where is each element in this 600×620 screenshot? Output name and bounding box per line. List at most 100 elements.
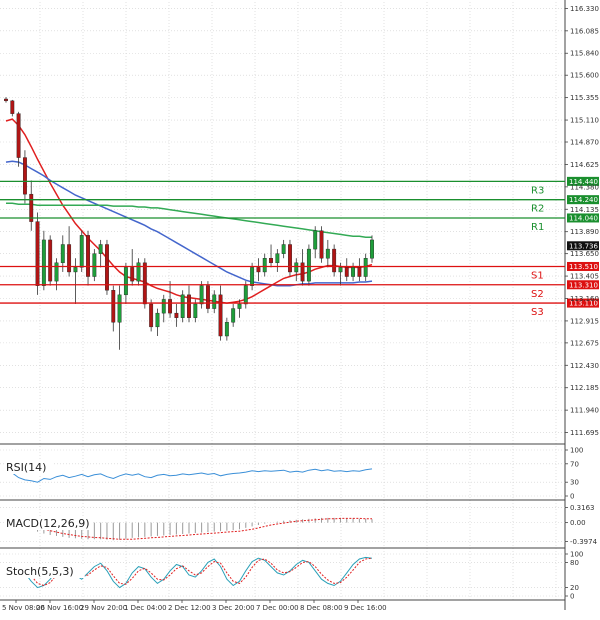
- candle-body-17: [111, 290, 116, 323]
- price-tick-label-10: 113.890: [570, 228, 599, 236]
- indicator-tick-label-2-3: 0: [570, 593, 574, 601]
- candle-body-8: [54, 262, 59, 282]
- candle-body-27: [174, 312, 179, 318]
- candle-body-36: [231, 308, 236, 323]
- time-tick-label-7: 8 Dec 08:00: [300, 604, 343, 612]
- indicator-title-bg-0: [4, 460, 53, 474]
- level-badge-s2: [567, 280, 599, 290]
- price-tick-label-17: 112.185: [570, 384, 599, 392]
- price-tick-label-19: 111.695: [570, 429, 599, 437]
- indicator-title-bg-1: [4, 516, 92, 530]
- time-tick-label-5: 3 Dec 20:00: [212, 604, 255, 612]
- macd-signal-line: [5, 517, 372, 540]
- candle-body-4: [29, 193, 34, 222]
- level-badge-text-s2: 113.310: [569, 281, 598, 289]
- candle-body-33: [212, 294, 217, 309]
- indicator-tick-label-0-3: 0: [570, 493, 574, 501]
- candle-body-46: [294, 262, 299, 273]
- candle-body-1: [10, 100, 15, 114]
- level-badge-text-s3: 113.110: [569, 300, 598, 308]
- candles: [4, 97, 374, 350]
- price-tick-label-8: 114.380: [570, 183, 599, 191]
- price-axis: 116.330 116.085 115.840 115.600 115.355 115.1…: [565, 5, 599, 437]
- time-tick-label-4: 2 Dec 12:00: [168, 604, 211, 612]
- candle-body-10: [67, 244, 72, 273]
- candle-body-35: [224, 322, 229, 337]
- candle-body-28: [180, 294, 185, 318]
- candle-body-41: [262, 258, 267, 273]
- ma-line-ma-mid: [5, 160, 373, 287]
- candle-body-49: [313, 230, 318, 250]
- candle-body-13: [86, 235, 90, 277]
- time-tick-label-6: 7 Dec 00:00: [256, 604, 299, 612]
- candle-body-54: [344, 267, 349, 277]
- candle-body-57: [363, 258, 368, 277]
- candle-body-20: [130, 267, 135, 282]
- level-badge-r3: [567, 176, 599, 186]
- candle-body-53: [338, 267, 343, 273]
- indicator-tick-label-0-0: 100: [570, 447, 583, 455]
- time-tick-label-0: 5 Nov 08:00: [2, 604, 45, 612]
- candle-body-23: [149, 303, 154, 328]
- candle-body-47: [300, 262, 305, 282]
- candle-body-48: [306, 248, 311, 282]
- indicator-title-0: RSI(14): [6, 461, 46, 474]
- candle-body-44: [281, 244, 286, 254]
- candle-body-18: [117, 294, 122, 323]
- indicator-tick-label-2-0: 100: [570, 551, 583, 559]
- indicator-tick-label-2-2: 20: [570, 584, 579, 592]
- level-name-r2: R2: [531, 204, 544, 215]
- level-name-s1: S1: [531, 270, 544, 281]
- candle-body-56: [357, 267, 362, 277]
- level-badge-r1: [567, 213, 599, 223]
- price-tick-label-6: 114.870: [570, 139, 599, 147]
- indicator-pane-1: 0.3163 0.00 -0.3974 MACD(12,26,9): [0, 504, 598, 546]
- level-badge-text-r3: 114.440: [569, 178, 598, 186]
- rsi-line: [5, 468, 373, 483]
- candle-body-52: [332, 248, 337, 273]
- pivot-levels: [0, 180, 565, 304]
- price-tick-label-4: 115.355: [570, 94, 599, 102]
- candle-body-12: [79, 235, 84, 268]
- indicator-tick-label-1-1: 0.00: [570, 519, 586, 527]
- level-badge-r2: [567, 195, 599, 205]
- indicator-title-1: MACD(12,26,9): [6, 517, 90, 530]
- indicator-tick-label-2-1: 80: [570, 559, 579, 567]
- pane-frames: [0, 0, 566, 610]
- candle-body-22: [142, 262, 147, 305]
- price-tick-label-2: 115.840: [570, 50, 599, 58]
- candle-body-11: [73, 267, 78, 273]
- candle-body-32: [205, 285, 210, 309]
- candle-body-45: [288, 244, 292, 273]
- price-tick-label-1: 116.085: [570, 27, 599, 35]
- price-tick-label-7: 114.625: [570, 161, 599, 169]
- candle-body-43: [275, 253, 280, 264]
- price-tick-label-16: 112.430: [570, 362, 599, 370]
- candle-body-39: [250, 267, 255, 286]
- candle-body-40: [256, 267, 261, 273]
- price-tick-label-18: 111.940: [570, 407, 599, 415]
- candle-body-29: [187, 294, 191, 318]
- pivot-labels: R3 114.440 R2 114.240 R1 114.040 S1 113.510 S2 11…: [531, 176, 599, 318]
- indicator-title-bg-2: [4, 564, 85, 578]
- candle-body-14: [92, 253, 97, 277]
- candle-body-21: [136, 262, 141, 282]
- indicator-panes: 100 70 30 0 RSI(14) 0.3163 0.00 -0.3974 MACD(12,…: [0, 447, 598, 601]
- price-tick-label-5: 115.110: [570, 117, 599, 125]
- indicator-pane-0: 100 70 30 0 RSI(14): [0, 447, 583, 501]
- candle-body-24: [155, 312, 160, 328]
- price-tick-label-9: 114.135: [570, 206, 599, 214]
- time-tick-label-8: 9 Dec 16:00: [344, 604, 387, 612]
- level-name-r3: R3: [531, 185, 544, 196]
- plot-background: [0, 0, 565, 610]
- indicator-tick-label-0-1: 70: [570, 460, 579, 468]
- candle-body-42: [269, 258, 273, 264]
- candle-body-15: [98, 244, 103, 254]
- level-badge-text-s1: 113.510: [569, 263, 598, 271]
- candle-body-58: [370, 239, 374, 259]
- candle-body-0: [4, 98, 8, 102]
- candle-body-31: [199, 285, 204, 305]
- price-tick-label-14: 112.915: [570, 317, 599, 325]
